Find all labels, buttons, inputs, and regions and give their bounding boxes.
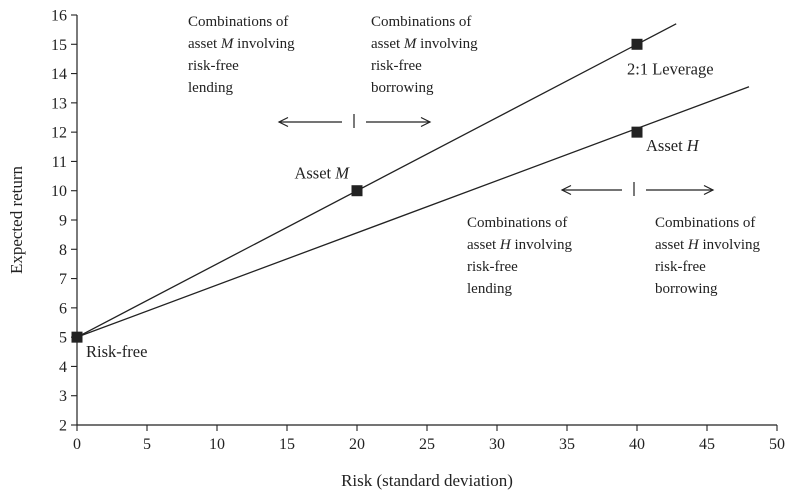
y-tick-label: 9 [59, 213, 67, 230]
arrows-h-left-arrow-head [560, 184, 572, 196]
annot-m-lending: Combinations of asset M involving risk-fre… [188, 14, 295, 96]
x-tick-label: 5 [143, 436, 151, 453]
y-tick-label: 2 [59, 418, 67, 435]
data-points: Risk-free Asset M 2:1 Leverage Asset H [71, 38, 714, 361]
point-leverage-marker [631, 38, 643, 50]
label-asset-m: Asset M [294, 164, 350, 183]
cml-asset-h [76, 86, 750, 338]
arrows-m-left-arrow-head [277, 116, 289, 128]
point-asset-h-marker [631, 126, 643, 138]
y-tick-label: 3 [59, 388, 67, 405]
annot-m-borrowing: Combinations of asset M involving risk-fre… [371, 14, 478, 96]
cml-asset-m [76, 23, 677, 338]
point-risk-free-marker [71, 331, 83, 343]
y-tick-label: 5 [59, 330, 67, 347]
x-tick-label: 40 [629, 436, 645, 453]
y-tick-label: 7 [59, 271, 67, 288]
y-tick-label: 13 [51, 95, 67, 112]
axes: 0 5 10 15 20 25 30 35 40 45 5023456789101112131415… [51, 8, 785, 454]
y-tick-label: 8 [59, 242, 67, 259]
y-tick-label: 16 [51, 8, 67, 25]
y-axis-title: Expected return [7, 165, 26, 274]
y-tick-label: 4 [59, 359, 67, 376]
label-asset-h: Asset H [646, 136, 700, 155]
arrows-h-right-arrow-head [703, 184, 715, 196]
x-tick-label: 50 [769, 436, 785, 453]
x-tick-label: 35 [559, 436, 575, 453]
x-axis-title: Risk (standard deviation) [341, 471, 513, 490]
x-tick-label: 0 [73, 436, 81, 453]
label-leverage: 2:1 Leverage [627, 59, 714, 78]
y-tick-label: 11 [52, 154, 67, 171]
point-asset-m-marker [351, 185, 363, 197]
y-tick-label: 10 [51, 183, 67, 200]
y-tick-label: 15 [51, 37, 67, 54]
x-tick-label: 10 [209, 436, 225, 453]
arrows-m-right-arrow-head [420, 116, 432, 128]
x-tick-label: 25 [419, 436, 435, 453]
x-tick-label: 45 [699, 436, 715, 453]
annot-h-lending: Combinations of asset H involving risk-fre… [467, 215, 573, 297]
x-tick-label: 15 [279, 436, 295, 453]
x-tick-label: 30 [489, 436, 505, 453]
x-tick-label: 20 [349, 436, 365, 453]
annotations: Combinations of asset M involving risk-fre… [188, 14, 761, 297]
label-risk-free: Risk-free [86, 342, 147, 361]
y-tick-label: 12 [51, 125, 67, 142]
annot-h-borrowing: Combinations of asset H involving risk-fre… [655, 215, 761, 297]
y-tick-label: 6 [59, 300, 67, 317]
y-tick-label: 14 [51, 66, 67, 83]
